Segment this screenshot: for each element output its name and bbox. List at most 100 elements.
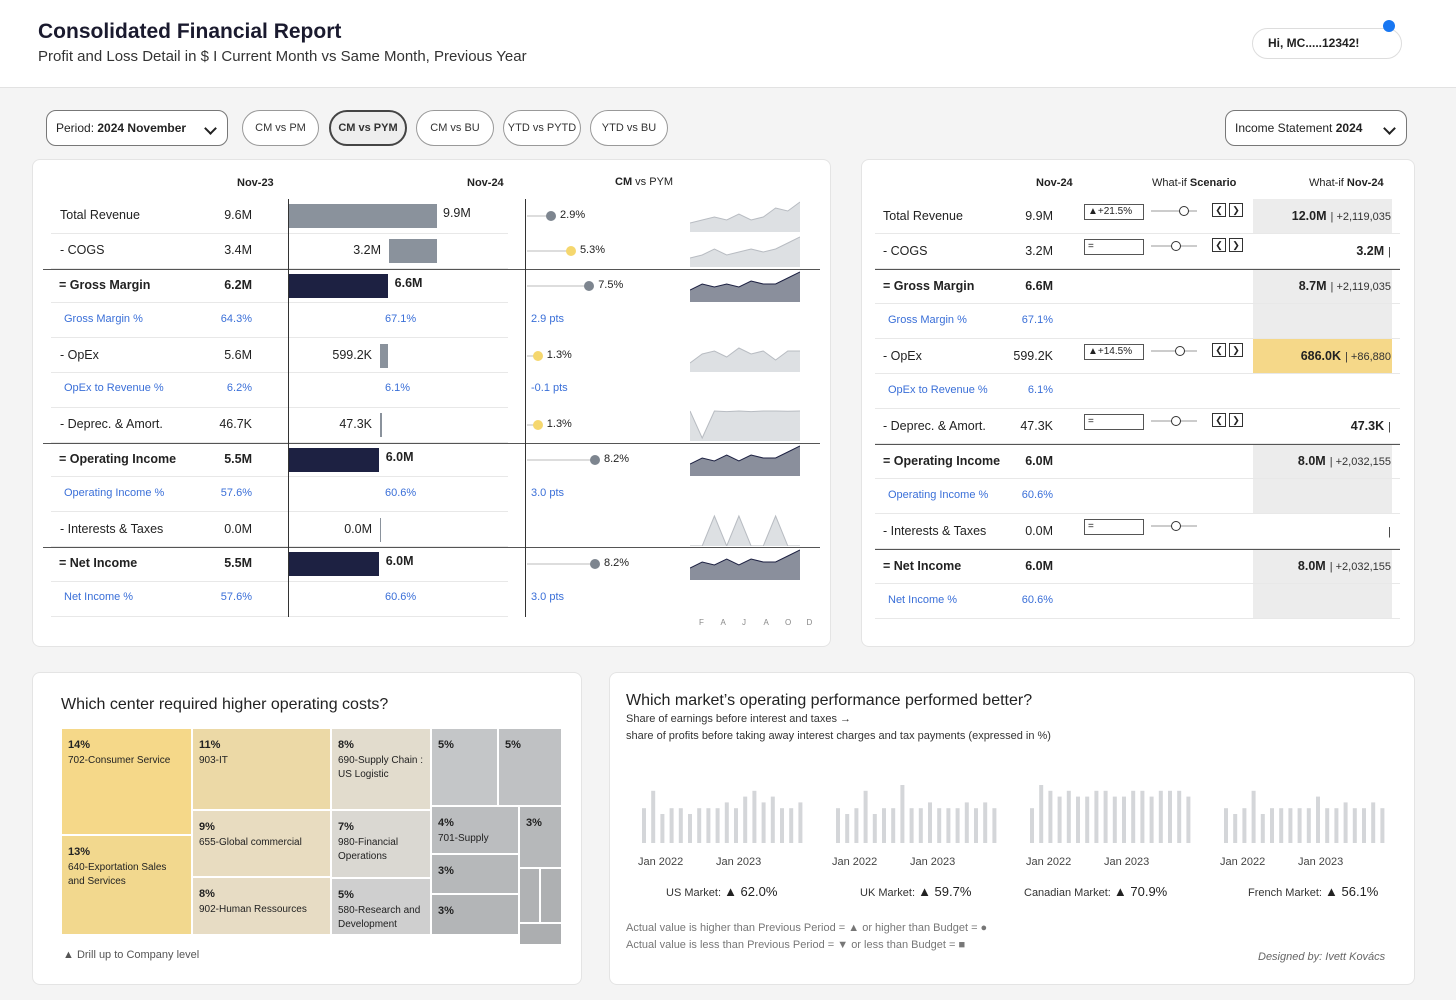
pnl-sparkline [689, 340, 800, 372]
whatif-row-label: Net Income % [888, 593, 958, 606]
decrease-arrow-icon[interactable]: ❮ [1212, 412, 1226, 427]
treemap-tile[interactable] [519, 923, 562, 945]
whatif-scenario-input[interactable]: = [1084, 518, 1144, 535]
tab-cm-vs-pm[interactable]: CM vs PM [242, 110, 319, 146]
market-bar [900, 785, 905, 843]
whatif-col-scenario: What-if Scenario [1152, 177, 1236, 189]
row-divider [875, 303, 1400, 304]
whatif-slider[interactable] [1151, 520, 1197, 531]
whatif-slider[interactable] [1151, 205, 1197, 216]
market-bar [743, 796, 748, 843]
whatif-slider[interactable] [1151, 415, 1197, 426]
increase-arrow-icon[interactable]: ❯ [1229, 412, 1243, 427]
whatif-slider-knob[interactable] [1175, 345, 1185, 356]
col-header-cur: Nov-24 [467, 177, 504, 189]
whatif-result-diff: | +86,880 [1345, 350, 1391, 363]
pnl-cur-value: 6.0M [385, 554, 414, 569]
treemap-tile[interactable]: 11% 903-IT [192, 728, 331, 810]
decrease-arrow-icon[interactable]: ❮ [1212, 202, 1226, 217]
chevron-down-icon [204, 122, 217, 135]
whatif-scenario-input[interactable]: ▲+14.5% [1084, 343, 1144, 360]
whatif-cur-value: 67.1% [1021, 313, 1053, 326]
treemap-tile[interactable]: 13% 640-Exportation Sales and Services [61, 835, 192, 935]
pnl-delta-value: 7.5% [598, 278, 624, 291]
whatif-row: - OpEx 599.2K ▲+14.5% ❮ ❯ 686.0K | +86,880 [862, 339, 1416, 374]
treemap-tile[interactable]: 3% [431, 854, 519, 894]
pnl-cur-value: 0.0M [344, 521, 372, 536]
market-bar [1177, 790, 1182, 843]
market-bar [1306, 808, 1311, 843]
treemap-tile[interactable]: 8% 690-Supply Chain : US Logistic [331, 728, 431, 810]
whatif-slider-knob[interactable] [1179, 205, 1189, 216]
market-bar [1094, 790, 1099, 843]
treemap-tile-pct: 8% [338, 739, 354, 751]
tab-ytd-vs-pytd[interactable]: YTD vs PYTD [503, 110, 581, 146]
treemap-tile[interactable]: 5% [498, 728, 562, 806]
user-greeting-button[interactable]: Hi, MC.....12342! [1252, 28, 1402, 59]
treemap-tile[interactable]: 5% 580-Research and Development [331, 878, 431, 935]
whatif-slider-knob[interactable] [1171, 415, 1181, 426]
treemap-tile[interactable]: 3% [431, 894, 519, 935]
treemap-tile[interactable]: 3% [519, 806, 562, 868]
whatif-slider[interactable] [1151, 240, 1197, 251]
pnl-sparkline [689, 235, 801, 268]
tab-cm-vs-pym[interactable]: CM vs PYM [329, 110, 407, 146]
whatif-result: 686.0K | +86,880 [1301, 349, 1391, 363]
treemap-tile[interactable]: 9% 655-Global commercial [192, 810, 331, 877]
market-bar [909, 808, 914, 843]
pnl-prev-value: 5.5M [224, 451, 252, 466]
row-divider [51, 476, 508, 478]
whatif-scenario-input[interactable]: = [1084, 238, 1144, 255]
delta-lollipop-dot [565, 246, 576, 257]
whatif-scenario-input[interactable]: = [1084, 413, 1144, 430]
pnl-delta-value: 5.3% [579, 244, 606, 257]
market-axis-label-start: Jan 2022 [1026, 856, 1072, 868]
statement-select[interactable]: Income Statement 2024 [1225, 110, 1407, 146]
treemap-tile[interactable] [540, 868, 562, 923]
row-divider [875, 478, 1400, 479]
result-header-b: Nov-24 [1346, 177, 1384, 189]
pnl-prev-value: 57.6% [220, 591, 252, 604]
pnl-row: = Operating Income 5.5M 6.0M 8.2% [33, 442, 832, 478]
pnl-prev-value: 46.7K [219, 417, 252, 432]
market-bar [770, 796, 775, 843]
treemap-tile[interactable]: 8% 902-Human Ressources [192, 877, 331, 935]
compare-header-a: CM [615, 176, 633, 188]
pnl-prev-value: 0.0M [224, 521, 252, 536]
pnl-row: = Gross Margin 6.2M 6.6M 7.5% [33, 268, 832, 304]
whatif-cur-value: 6.0M [1025, 453, 1053, 468]
treemap-tile[interactable] [519, 868, 540, 923]
section-divider [43, 442, 820, 444]
spark-month-label: A [763, 618, 769, 627]
treemap-tile[interactable]: 5% [431, 728, 498, 806]
tab-ytd-vs-bu[interactable]: YTD vs BU [590, 110, 668, 146]
market-panel: Jan 2022 Jan 2023 US Market: ▲ 62.0% [638, 783, 818, 903]
treemap-tile[interactable]: 14% 702-Consumer Service [61, 728, 192, 835]
spark-month-label: J [742, 618, 746, 627]
increase-arrow-icon[interactable]: ❯ [1229, 342, 1243, 357]
treemap-tile[interactable]: 7% 980-Financial Operations [331, 810, 431, 878]
market-bar [863, 790, 868, 843]
market-bar [1103, 790, 1108, 843]
market-bar [1325, 808, 1330, 843]
pnl-row-label: - OpEx [60, 347, 99, 362]
decrease-arrow-icon[interactable]: ❮ [1212, 237, 1226, 252]
col-header-compare: CM vs PYM [615, 176, 673, 188]
market-name: US Market: [666, 887, 722, 899]
market-bar [1380, 808, 1385, 843]
period-select[interactable]: Period: 2024 November [46, 110, 228, 146]
tab-cm-vs-bu[interactable]: CM vs BU [416, 110, 494, 146]
market-bar [1085, 796, 1090, 843]
increase-arrow-icon[interactable]: ❯ [1229, 237, 1243, 252]
increase-arrow-icon[interactable]: ❯ [1229, 202, 1243, 217]
decrease-arrow-icon[interactable]: ❮ [1212, 342, 1226, 357]
whatif-slider-knob[interactable] [1171, 520, 1181, 531]
row-divider [875, 373, 1400, 374]
whatif-slider-knob[interactable] [1171, 240, 1181, 251]
treemap-tile[interactable]: 4% 701-Supply [431, 806, 519, 854]
statement-value: 2024 [1335, 121, 1363, 135]
drill-up-link[interactable]: ▲ Drill up to Company level [63, 949, 200, 961]
whatif-slider[interactable] [1151, 345, 1197, 356]
whatif-scenario-input[interactable]: ▲+21.5% [1084, 203, 1144, 220]
pnl-row-label: - Deprec. & Amort. [60, 417, 163, 432]
